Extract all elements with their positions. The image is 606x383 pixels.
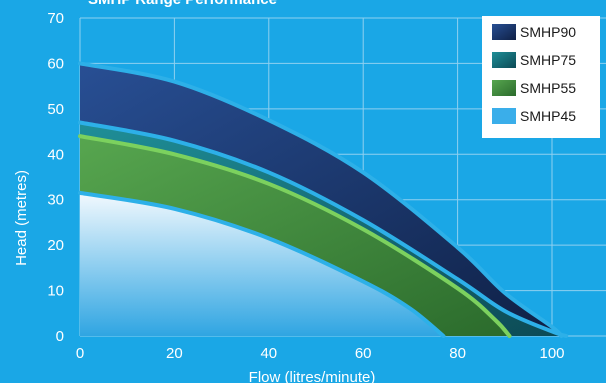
- legend-swatch-smhp75: [492, 52, 516, 68]
- legend-swatch-smhp45: [492, 108, 516, 124]
- legend-label-smhp75: SMHP75: [520, 52, 576, 68]
- x-tick-labels: 0 20 40 60 80 100: [76, 345, 565, 362]
- y-tick-label: 40: [47, 146, 64, 163]
- legend-swatch-smhp90: [492, 24, 516, 40]
- line-smhp75: [78, 120, 569, 338]
- series-outlines: [78, 61, 569, 338]
- y-tick-label: 0: [56, 328, 64, 345]
- legend-swatch-smhp55: [492, 80, 516, 96]
- y-tick-label: 20: [47, 237, 64, 254]
- y-tick-label: 10: [47, 283, 64, 300]
- x-axis-label: Flow (litres/minute): [249, 369, 376, 383]
- y-tick-label: 30: [47, 192, 64, 209]
- x-tick-label: 60: [355, 345, 372, 362]
- y-axis-label: Head (metres): [13, 170, 30, 266]
- x-tick-label: 0: [76, 345, 84, 362]
- legend-label-smhp55: SMHP55: [520, 80, 576, 96]
- y-tick-label: 50: [47, 101, 64, 118]
- legend-label-smhp90: SMHP90: [520, 24, 576, 40]
- y-tick-label: 60: [47, 55, 64, 72]
- area-smhp45: [80, 192, 444, 336]
- line-smhp90: [78, 61, 564, 338]
- x-tick-label: 20: [166, 345, 183, 362]
- legend: SMHP90 SMHP75 SMHP55 SMHP45: [482, 16, 600, 138]
- y-tick-label: 70: [47, 10, 64, 27]
- line-smhp45: [78, 190, 446, 338]
- y-tick-labels: 0 10 20 30 40 50 60 70: [47, 10, 64, 345]
- x-tick-label: 40: [260, 345, 277, 362]
- x-tick-label: 100: [539, 345, 564, 362]
- chart-title: SMHP Range Performance: [88, 0, 277, 8]
- legend-label-smhp45: SMHP45: [520, 108, 576, 124]
- x-tick-label: 80: [449, 345, 466, 362]
- line-smhp55: [78, 134, 512, 338]
